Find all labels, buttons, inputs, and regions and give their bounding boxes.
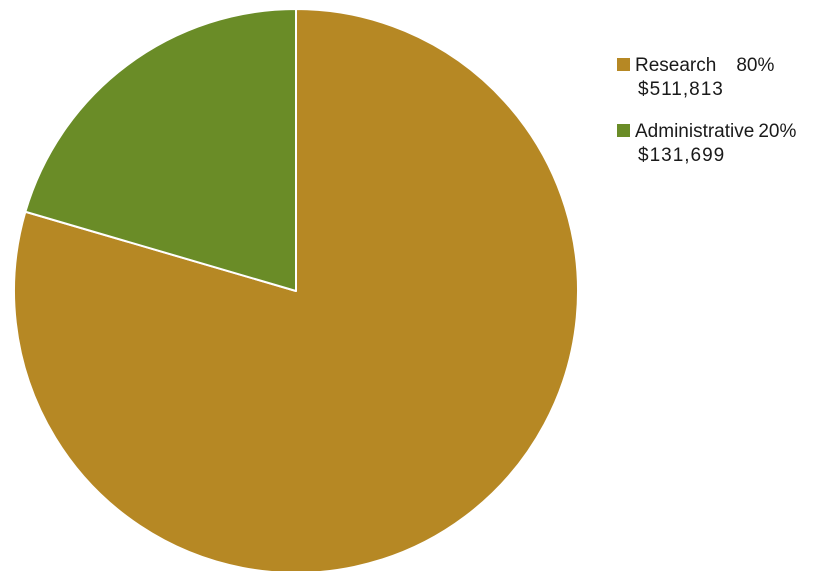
- legend-swatch-administrative: [617, 124, 630, 137]
- legend-label-administrative: Administrative: [635, 121, 755, 142]
- legend-swatch-research: [617, 58, 630, 71]
- legend-amount-research: $511,813: [638, 79, 724, 100]
- legend-item-research: Research 80% $511,813: [617, 54, 829, 102]
- legend: Research 80% $511,813 Administrative 20% $…: [617, 54, 829, 186]
- legend-amount-administrative: $131,699: [638, 145, 726, 166]
- legend-percent-research: 80%: [736, 55, 775, 76]
- legend-percent-administrative: 20%: [758, 121, 797, 142]
- legend-item-administrative: Administrative 20% $131,699: [617, 120, 829, 168]
- pie-slice-administrative: [24, 8, 297, 292]
- legend-label-research: Research: [635, 55, 717, 76]
